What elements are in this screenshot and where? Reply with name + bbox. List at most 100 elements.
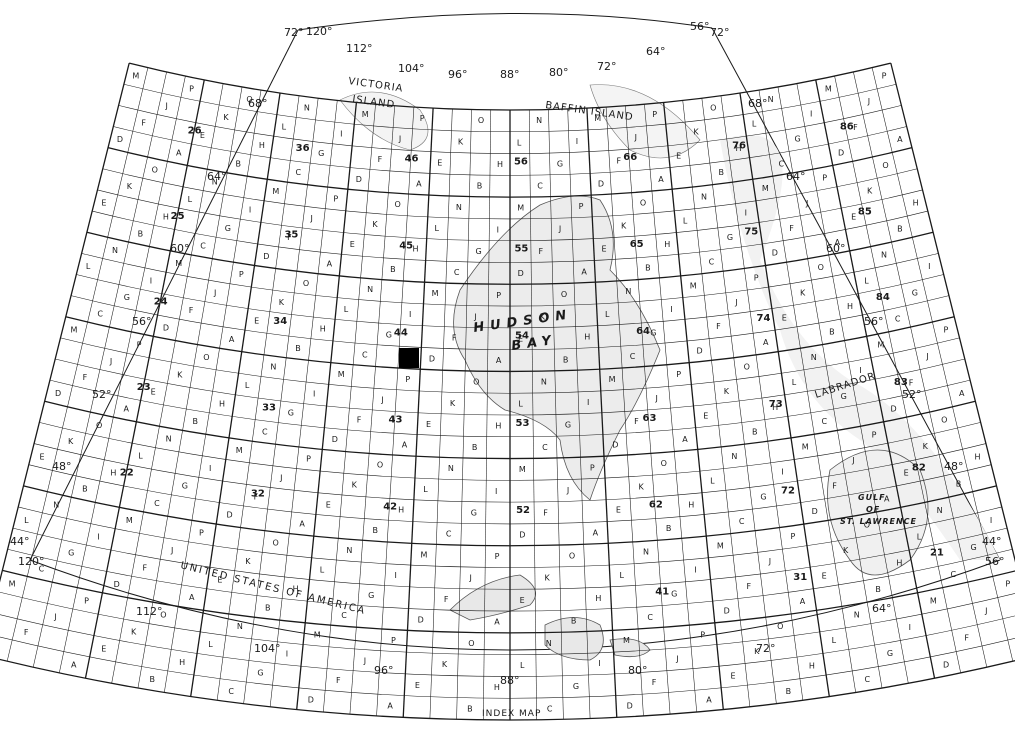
sheet-number-label[interactable]: 41 [655,587,669,598]
sheet-number-label[interactable]: 75 [744,227,758,238]
sheet-number-label[interactable]: 34 [273,316,287,327]
grid-sheet-letter: B [373,526,379,535]
grid-sheet-letter: F [789,224,794,233]
grid-meridian [644,104,697,713]
sheet-number-label[interactable]: 86 [840,121,854,132]
grid-sheet-letter: M [762,184,769,193]
grid-sheet-letter: N [304,103,310,112]
sheet-number-label[interactable]: 72 [781,485,795,496]
grid-sheet-letter: G [124,293,130,302]
grid-sheet-letter: P [676,370,681,379]
grid-sheet-letter: N [346,546,352,555]
sheet-number-label[interactable]: 66 [623,152,637,163]
grid-meridian [269,100,338,707]
grid-sheet-letter: O [203,353,209,362]
grid-sheet-letter: G [970,543,976,552]
grid-sheet-letter: L [344,305,349,314]
sheet-number-label[interactable]: 43 [389,414,403,425]
sheet-number-label[interactable]: 21 [930,548,944,559]
sheet-number-label[interactable]: 25 [171,211,185,222]
grid-sheet-letter: N [768,95,774,104]
sheet-number-label[interactable]: 52 [516,505,530,516]
sheet-number-label[interactable]: 85 [858,207,872,218]
grid-sheet-letter: N [546,639,552,648]
grid-sheet-letter: G [727,233,733,242]
sheet-number-label[interactable]: 45 [399,240,413,251]
grid-sheet-letter: G [650,329,656,338]
grid-sheet-letter: O [96,421,102,430]
sheet-number-label[interactable]: 36 [296,143,310,154]
grid-sheet-letter: O [160,611,166,620]
grid-meridian [682,100,751,707]
grid-sheet-letter: P [199,529,204,538]
grid-sheet-letter: J [654,394,657,403]
grid-sheet-letter: I [286,650,288,659]
sheet-number-label[interactable]: 73 [769,399,783,410]
grid-sheet-letter: B [571,617,577,626]
grid-sheet-letter: M [825,84,832,93]
grid-sheet-letter: C [446,529,452,538]
grid-sheet-letter: C [537,182,543,191]
grid-sheet-letter: B [786,687,792,696]
grid-sheet-letter: D [724,606,730,615]
grid-meridian [528,109,537,720]
grid-sheet-letter: O [744,363,750,372]
grid-sheet-letter: B [875,585,881,594]
sheet-number-label[interactable]: 32 [251,489,265,500]
grid-sheet-letter: I [587,398,589,407]
sheet-number-label[interactable]: 55 [514,244,528,255]
sheet-number-label[interactable]: 54 [515,331,529,342]
grid-sheet-letter: L [518,400,523,409]
grid-sheet-letter: A [494,618,500,627]
sheet-number-label[interactable]: 35 [284,229,298,240]
sheet-number-label[interactable]: 24 [154,296,168,307]
grid-sheet-letter: I [209,464,211,473]
grid-sheet-letter: I [409,310,411,319]
sheet-number-label[interactable]: 33 [262,402,276,413]
sheet-number-label[interactable]: 53 [516,418,530,429]
grid-sheet-letter: M [362,110,369,119]
sheet-number-label[interactable]: 23 [137,382,151,393]
sheet-number-label[interactable]: 65 [630,239,644,250]
lat-label-right: 56° [864,315,884,328]
sheet-number-label[interactable]: 26 [188,125,202,136]
grid-sheet-letter: K [68,437,74,446]
grid-sheet-letter: O [395,200,401,209]
grid-sheet-letter: E [518,334,523,343]
sheet-number-label[interactable]: 83 [894,377,908,388]
sheet-number-label[interactable]: 42 [383,501,397,512]
grid-sheet-letter: P [391,636,396,645]
grid-sheet-letter: K [458,138,464,147]
sheet-number-label[interactable]: 76 [732,140,746,151]
sheet-number-label[interactable]: 56 [514,156,528,167]
grid-sheet-letter: K [843,546,849,555]
sheet-number-label[interactable]: 22 [120,467,134,478]
sheet-number-label[interactable]: 62 [649,500,663,511]
highlighted-sheet[interactable] [399,348,419,368]
sheet-number-label[interactable]: 46 [405,153,419,164]
grid-sheet-letter: B [390,265,396,274]
grid-meridian [84,79,205,679]
sheet-number-label[interactable]: 31 [793,572,807,583]
grid-sheet-letter: A [229,335,235,344]
sheet-number-label[interactable]: 44 [394,327,408,338]
grid-sheet-letter: H [219,399,225,408]
grid-sheet-letter: O [468,639,474,648]
grid-sheet-letter: D [55,389,61,398]
lat-label-left: 68° [248,97,268,110]
sheet-number-label[interactable]: 63 [642,413,656,424]
sheet-number-label[interactable]: 84 [876,292,890,303]
grid-sheet-letter: F [336,676,341,685]
sheet-number-label[interactable]: 74 [757,313,771,324]
arctic-water [339,84,701,159]
sheet-number-label[interactable]: 82 [912,462,926,473]
grid-sheet-letter: P [791,532,796,541]
lon-label-top: 120° [306,25,333,38]
grid-sheet-letter: O [377,461,383,470]
grid-sheet-letter: G [476,247,482,256]
grid-sheet-letter: J [675,654,678,663]
sheet-number-label[interactable]: 64 [636,326,650,337]
grid-sheet-letter: N [112,246,118,255]
grid-sheet-letter: C [778,159,784,168]
grid-sheet-letter: M [272,187,279,196]
